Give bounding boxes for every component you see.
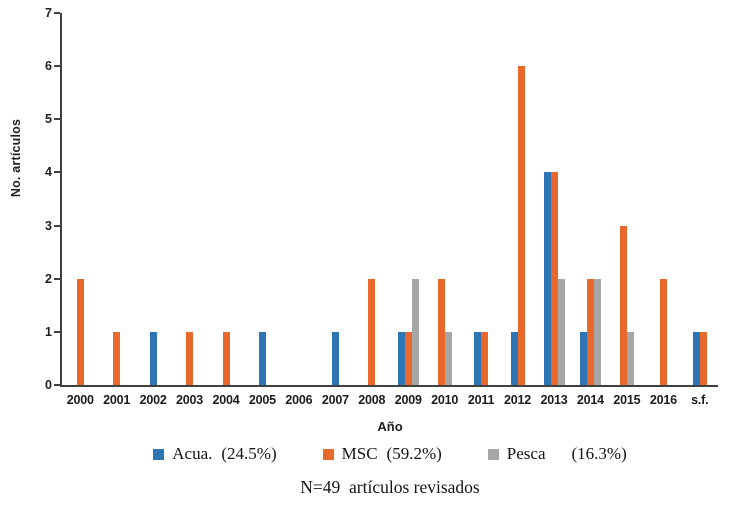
legend-item-msc: MSC (59.2%) (322, 444, 442, 464)
y-tick-label: 5 (45, 112, 52, 127)
x-tick-label: 2002 (139, 393, 167, 407)
x-tick-label: 2000 (66, 393, 94, 407)
legend-label-pesca: Pesca (506, 444, 546, 463)
y-tick-mark (54, 330, 60, 333)
bar-msc-2016 (659, 278, 667, 385)
x-tick-label: s.f. (691, 393, 709, 407)
y-axis-line (60, 13, 62, 387)
y-tick-label: 3 (45, 218, 52, 233)
x-tick-label: 2001 (103, 393, 131, 407)
legend-item-pesca: Pesca (16.3%) (487, 444, 627, 464)
bar-pesca-2015 (626, 331, 634, 385)
y-tick-label: 6 (45, 59, 52, 74)
bar-msc-2001 (113, 331, 121, 385)
x-tick-label: 2004 (212, 393, 240, 407)
bar-acua-2007 (331, 331, 339, 385)
legend-swatch-pesca (487, 448, 499, 460)
bar-msc-2015 (619, 225, 627, 385)
x-axis-line (60, 385, 718, 387)
bar-pesca-2009 (411, 278, 419, 385)
legend-pct-pesca: (16.3%) (571, 444, 627, 463)
y-tick-label: 0 (45, 378, 52, 392)
y-tick-label: 4 (45, 165, 52, 180)
x-tick-label: 2011 (467, 393, 495, 407)
legend-item-acua: Acua. (24.5%) (153, 444, 277, 464)
x-tick-label: 2003 (176, 393, 204, 407)
bar-acua-2005 (258, 331, 266, 385)
y-tick-label: 7 (45, 6, 52, 20)
y-tick-label: 2 (45, 271, 52, 286)
bar-acua-2009 (397, 331, 405, 385)
bar-msc-2008 (368, 278, 376, 385)
y-tick-mark (54, 384, 60, 386)
x-tick-label: 2007 (321, 393, 349, 407)
x-tick-label: 2005 (248, 393, 276, 407)
bar-acua-2011 (474, 331, 482, 385)
bar-pesca-2010 (444, 331, 452, 385)
x-tick-label: 2016 (649, 393, 677, 407)
legend-pct-acua: (24.5%) (221, 444, 277, 463)
y-tick-mark (54, 224, 60, 227)
legend-swatch-acua (153, 448, 165, 460)
x-tick-label: 2015 (613, 393, 641, 407)
y-tick-label: 1 (45, 324, 52, 339)
bar-acua-2013 (543, 172, 551, 385)
bar-pesca-2013 (557, 278, 565, 385)
legend-pct-msc: (59.2%) (386, 444, 442, 463)
bar-acua-2002 (149, 331, 157, 385)
legend-label-msc: MSC (341, 444, 378, 463)
bar-msc-2014 (586, 278, 594, 385)
y-tick-mark (54, 65, 60, 68)
legend-swatch-msc (322, 448, 334, 460)
x-tick-label: 2012 (504, 393, 532, 407)
bar-msc-s.f. (699, 331, 707, 385)
y-tick-mark (54, 277, 60, 280)
bar-msc-2003 (186, 331, 194, 385)
sample-size-note: N=49 artículos revisados (300, 477, 480, 497)
bar-acua-2014 (579, 331, 587, 385)
bar-acua-2012 (510, 331, 518, 385)
x-tick-label: 2010 (431, 393, 459, 407)
bar-msc-2009 (404, 331, 412, 385)
x-tick-label: 2009 (394, 393, 422, 407)
bar-msc-2004 (222, 331, 230, 385)
bar-msc-2013 (550, 172, 558, 385)
bar-pesca-2014 (593, 278, 601, 385)
x-tick-label: 2008 (358, 393, 386, 407)
bar-msc-2010 (437, 278, 445, 385)
bar-msc-2000 (76, 278, 84, 385)
bar-msc-2011 (481, 331, 489, 385)
x-tick-label: 2013 (540, 393, 568, 407)
legend: Acua. (24.5%) MSC (59.2%) Pesca (16.3%) (62, 444, 718, 464)
legend-label-acua: Acua. (172, 444, 213, 463)
x-axis-title: Año (377, 419, 403, 434)
y-tick-mark (54, 171, 60, 174)
bar-acua-s.f. (692, 331, 700, 385)
y-tick-mark (54, 12, 60, 14)
x-tick-label: 2006 (285, 393, 313, 407)
x-tick-label: 2014 (576, 393, 604, 407)
y-tick-mark (54, 118, 60, 121)
y-axis-title: No. artículos (9, 118, 23, 198)
bar-msc-2012 (517, 66, 525, 385)
